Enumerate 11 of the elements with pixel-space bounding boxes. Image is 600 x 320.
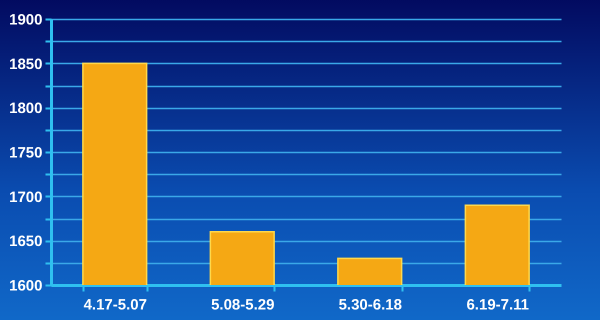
y-tick-label: 1750 <box>9 144 42 162</box>
y-tick-label: 1900 <box>9 12 42 28</box>
y-tick-label: 1600 <box>9 278 42 294</box>
x-tick-label: 6.19-7.11 <box>466 296 530 314</box>
x-tick-label: 5.30-6.18 <box>338 296 402 314</box>
y-tick-label: 1650 <box>9 233 42 250</box>
y-tick-label: 1700 <box>9 188 42 206</box>
y-tick-label: 1800 <box>9 100 42 118</box>
x-tick-label: 5.08-5.29 <box>211 296 274 314</box>
x-tick-label: 4.17-5.07 <box>84 296 147 314</box>
y-tick-label: 1850 <box>9 56 42 73</box>
